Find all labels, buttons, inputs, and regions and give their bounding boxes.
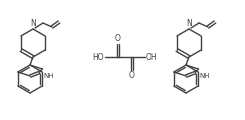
Text: N: N xyxy=(186,19,192,28)
Text: N: N xyxy=(30,19,36,28)
Text: O: O xyxy=(115,34,121,43)
Text: OH: OH xyxy=(146,53,158,61)
Text: O: O xyxy=(129,71,135,80)
Text: NH: NH xyxy=(199,73,210,79)
Text: HO: HO xyxy=(92,53,104,61)
Text: NH: NH xyxy=(43,73,54,79)
